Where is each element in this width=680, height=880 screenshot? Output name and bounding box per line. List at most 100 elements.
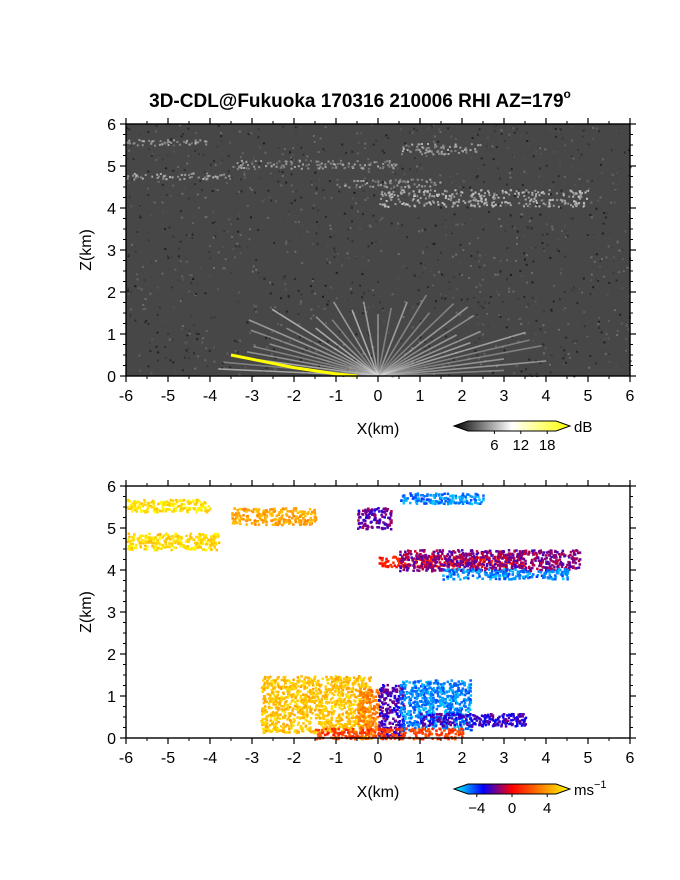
velocity-cell xyxy=(147,501,150,505)
backscatter-layer-cell xyxy=(432,183,435,186)
backscatter-noise-cell xyxy=(417,230,420,233)
velocity-cell xyxy=(537,559,541,562)
velocity-cell xyxy=(420,564,423,568)
backscatter-layer-cell xyxy=(341,164,344,166)
velocity-cell xyxy=(204,534,207,537)
velocity-cell xyxy=(496,550,499,553)
velocity-cell xyxy=(294,509,298,512)
backscatter-noise-cell xyxy=(447,240,449,243)
velocity-cell xyxy=(353,695,357,698)
backscatter-noise-cell xyxy=(174,268,177,271)
backscatter-layer-cell xyxy=(164,174,167,177)
backscatter-noise-cell xyxy=(310,285,312,287)
backscatter-noise-cell xyxy=(352,197,355,200)
velocity-cell xyxy=(290,724,293,727)
backscatter-layer-cell xyxy=(188,174,190,177)
backscatter-noise-cell xyxy=(291,190,294,193)
velocity-cell xyxy=(328,720,332,723)
velocity-cell xyxy=(407,555,410,558)
velocity-cell xyxy=(129,548,132,551)
velocity-cell xyxy=(446,565,449,568)
velocity-cell xyxy=(331,680,334,684)
velocity-cell xyxy=(231,517,234,520)
backscatter-noise-cell xyxy=(375,139,378,142)
velocity-cell xyxy=(303,518,306,522)
backscatter-noise-cell xyxy=(329,236,332,238)
backscatter-noise-cell xyxy=(235,284,238,287)
velocity-cell xyxy=(261,689,265,692)
backscatter-layer-cell xyxy=(531,191,534,194)
velocity-cell xyxy=(325,695,329,699)
backscatter-layer-cell xyxy=(540,191,543,194)
velocity-cell xyxy=(504,566,508,570)
velocity-cell xyxy=(178,499,182,503)
backscatter-noise-cell xyxy=(149,292,152,295)
backscatter-noise-cell xyxy=(485,144,488,147)
velocity-cell xyxy=(161,536,164,539)
backscatter-noise-cell xyxy=(217,251,220,254)
backscatter-beam-ray xyxy=(250,329,379,377)
backscatter-noise-cell xyxy=(280,184,283,187)
backscatter-beam-ray xyxy=(377,360,547,377)
velocity-cell xyxy=(365,731,368,734)
backscatter-layer-cell xyxy=(570,190,573,193)
backscatter-layer-cell xyxy=(240,164,242,167)
backscatter-noise-cell xyxy=(520,216,523,219)
backscatter-layer-cell xyxy=(485,201,488,204)
velocity-cell xyxy=(199,541,203,544)
velocity-cell xyxy=(335,699,339,703)
backscatter-layer-cell xyxy=(548,205,551,208)
backscatter-noise-cell xyxy=(602,133,605,135)
backscatter-noise-cell xyxy=(505,326,508,329)
velocity-cell xyxy=(413,561,417,564)
backscatter-noise-cell xyxy=(433,307,436,309)
velocity-cell xyxy=(481,562,484,566)
velocity-cell xyxy=(337,691,341,694)
backscatter-layer-cell xyxy=(377,179,380,182)
backscatter-noise-cell xyxy=(385,165,388,168)
backscatter-noise-cell xyxy=(294,221,297,224)
velocity-cell xyxy=(441,552,444,556)
backscatter-layer-cell xyxy=(251,162,254,165)
velocity-cell xyxy=(521,550,524,554)
backscatter-noise-cell xyxy=(298,221,300,223)
backscatter-noise-cell xyxy=(579,167,582,170)
velocity-cell xyxy=(149,537,153,540)
backscatter-noise-cell xyxy=(390,187,393,190)
backscatter-noise-cell xyxy=(516,129,519,132)
backscatter-noise-cell xyxy=(343,331,345,334)
backscatter-layer-cell xyxy=(401,150,404,153)
backscatter-layer-cell xyxy=(167,139,170,142)
velocity-cell xyxy=(201,539,204,542)
velocity-cell xyxy=(518,577,521,580)
velocity-cell xyxy=(276,713,280,717)
backscatter-noise-cell xyxy=(545,164,548,167)
backscatter-layer-cell xyxy=(383,205,386,208)
velocity-cell xyxy=(549,576,553,579)
velocity-cell xyxy=(345,723,349,726)
velocity-cell xyxy=(195,501,199,504)
velocity-cell xyxy=(207,546,211,549)
backscatter-layer-cell xyxy=(389,179,392,182)
velocity-cell xyxy=(569,553,572,557)
backscatter-layer-cell xyxy=(204,140,207,143)
backscatter-noise-cell xyxy=(468,242,471,245)
velocity-cell xyxy=(188,507,192,510)
velocity-cell xyxy=(193,546,196,549)
backscatter-layer-cell xyxy=(159,173,162,175)
velocity-cell xyxy=(335,684,338,687)
velocity-cell xyxy=(352,676,356,679)
velocity-cell xyxy=(313,508,316,512)
velocity-cell xyxy=(399,550,402,554)
backscatter-noise-cell xyxy=(476,354,479,357)
velocity-cell xyxy=(454,494,458,498)
backscatter-noise-cell xyxy=(249,332,252,334)
backscatter-noise-cell xyxy=(148,341,151,344)
velocity-cell xyxy=(519,558,522,562)
backscatter-noise-cell xyxy=(482,228,485,231)
velocity-cell xyxy=(187,540,190,543)
velocity-cell xyxy=(151,545,154,548)
velocity-cell xyxy=(284,507,288,510)
velocity-cell xyxy=(281,691,285,694)
velocity-cell xyxy=(157,502,160,506)
